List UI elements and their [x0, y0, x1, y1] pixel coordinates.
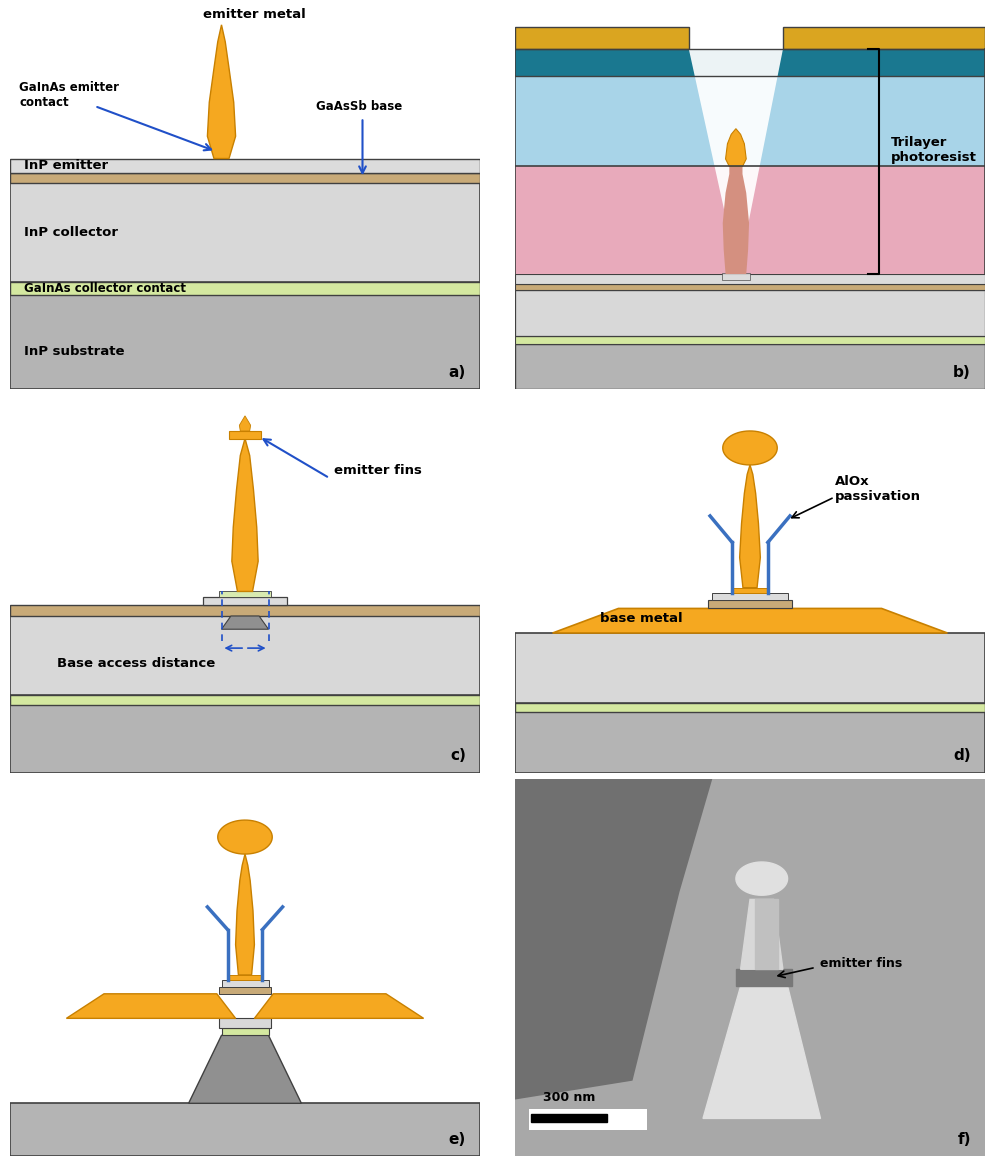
Bar	[515, 703, 985, 712]
Bar	[515, 76, 985, 166]
Bar	[515, 49, 985, 76]
Bar	[515, 344, 985, 389]
Text: a): a)	[449, 365, 466, 380]
Bar	[10, 704, 480, 773]
Text: c): c)	[450, 748, 466, 763]
Bar	[515, 284, 985, 290]
Bar	[755, 899, 778, 969]
Polygon shape	[189, 1035, 301, 1104]
Polygon shape	[726, 129, 746, 166]
Bar	[515, 274, 985, 284]
Bar	[732, 588, 768, 594]
Polygon shape	[218, 820, 272, 854]
Polygon shape	[236, 854, 254, 975]
Text: InP emitter: InP emitter	[24, 159, 108, 172]
Bar	[529, 1109, 647, 1129]
Polygon shape	[723, 431, 777, 465]
Text: GaAsSb base: GaAsSb base	[316, 100, 402, 113]
Polygon shape	[66, 994, 236, 1018]
Bar	[515, 633, 985, 703]
Polygon shape	[239, 416, 251, 431]
Bar	[10, 616, 480, 695]
Text: GaInAs emitter
contact: GaInAs emitter contact	[19, 80, 119, 109]
Bar	[722, 273, 750, 280]
Polygon shape	[232, 438, 258, 591]
Text: emitter fins: emitter fins	[334, 465, 422, 478]
Bar	[219, 591, 271, 597]
Polygon shape	[736, 862, 788, 895]
Bar	[222, 981, 268, 987]
Bar	[712, 594, 788, 600]
Bar	[515, 27, 689, 50]
Text: Base access distance: Base access distance	[57, 657, 215, 670]
Polygon shape	[207, 24, 236, 158]
Bar	[219, 987, 271, 994]
Bar	[10, 281, 480, 295]
Text: base metal: base metal	[600, 611, 682, 625]
Bar	[515, 336, 985, 344]
Bar	[10, 184, 480, 281]
Polygon shape	[723, 166, 749, 274]
Bar	[10, 173, 480, 184]
Text: InP collector: InP collector	[24, 227, 118, 239]
Bar	[708, 600, 792, 609]
Bar	[736, 969, 792, 987]
Polygon shape	[254, 994, 424, 1018]
Polygon shape	[741, 899, 783, 969]
Text: Trilayer
photoresist: Trilayer photoresist	[891, 136, 977, 164]
Bar	[10, 158, 480, 173]
Polygon shape	[229, 431, 261, 438]
Polygon shape	[222, 616, 268, 629]
Bar	[10, 605, 480, 616]
Text: e): e)	[449, 1132, 466, 1147]
Text: AlOx
passivation: AlOx passivation	[835, 475, 921, 503]
Text: d): d)	[953, 748, 971, 763]
Bar	[219, 1018, 271, 1027]
Polygon shape	[553, 609, 947, 633]
Polygon shape	[515, 779, 712, 1099]
Text: emitter metal: emitter metal	[203, 8, 306, 21]
Polygon shape	[703, 987, 820, 1118]
Polygon shape	[689, 50, 783, 274]
Bar	[228, 975, 262, 981]
Bar	[10, 295, 480, 389]
Bar	[203, 597, 287, 605]
Bar	[783, 27, 985, 50]
Text: emitter fins: emitter fins	[820, 957, 903, 970]
Text: 300 nm: 300 nm	[543, 1091, 595, 1104]
Bar	[515, 290, 985, 336]
Text: f): f)	[957, 1132, 971, 1147]
Polygon shape	[740, 465, 760, 588]
Bar	[222, 1027, 268, 1035]
Text: InP substrate: InP substrate	[24, 345, 125, 358]
Bar	[515, 166, 985, 274]
Text: GaInAs collector contact: GaInAs collector contact	[24, 281, 186, 295]
Bar	[531, 1114, 607, 1122]
Text: b): b)	[953, 365, 971, 380]
Bar	[515, 712, 985, 773]
Bar	[10, 1104, 480, 1156]
Bar	[10, 695, 480, 704]
